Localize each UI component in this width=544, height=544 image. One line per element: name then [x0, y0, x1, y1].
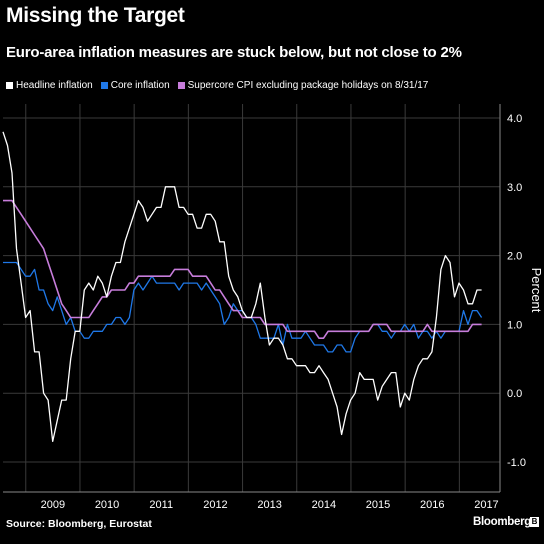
legend-label-core: Core inflation — [110, 80, 170, 91]
bloomberg-logo: Bloomberg — [473, 516, 531, 528]
chart-legend: Headline inflation Core inflation Superc… — [6, 80, 428, 91]
y-tick-label: 0.0 — [507, 388, 522, 400]
x-tick-label: 2014 — [312, 499, 336, 511]
x-tick-label: 2010 — [95, 499, 119, 511]
y-tick-label: 1.0 — [507, 319, 522, 331]
legend-label-headline: Headline inflation — [16, 80, 93, 91]
legend-swatch-supercore — [177, 82, 185, 89]
y-tick-label: 3.0 — [507, 182, 522, 194]
chart-title: Missing the Target — [6, 4, 185, 27]
x-tick-label: 2017 — [474, 499, 498, 511]
legend-item-core: Core inflation — [100, 80, 170, 91]
y-axis-label: Percent — [529, 268, 544, 313]
x-tick-label: 2016 — [420, 499, 444, 511]
legend-item-supercore: Supercore CPI excluding package holidays… — [177, 80, 429, 91]
x-tick-label: 2015 — [366, 499, 390, 511]
y-tick-label: 4.0 — [507, 113, 522, 125]
bloomberg-brand-icon: B — [530, 517, 539, 527]
legend-label-supercore: Supercore CPI excluding package holidays… — [187, 80, 429, 91]
x-tick-label: 2009 — [41, 499, 65, 511]
legend-swatch-core — [100, 82, 108, 89]
y-tick-label: -1.0 — [507, 457, 526, 469]
legend-item-headline: Headline inflation — [6, 80, 93, 91]
x-tick-label: 2013 — [257, 499, 281, 511]
supercore-cpi-line — [3, 199, 482, 340]
chart-subtitle: Euro-area inflation measures are stuck b… — [6, 44, 462, 61]
x-tick-label: 2012 — [203, 499, 227, 511]
y-tick-label: 2.0 — [507, 251, 522, 263]
source-note: Source: Bloomberg, Eurostat — [6, 518, 152, 530]
legend-swatch-headline — [6, 82, 13, 89]
headline-inflation-line — [2, 131, 482, 443]
x-tick-label: 2011 — [149, 499, 173, 511]
